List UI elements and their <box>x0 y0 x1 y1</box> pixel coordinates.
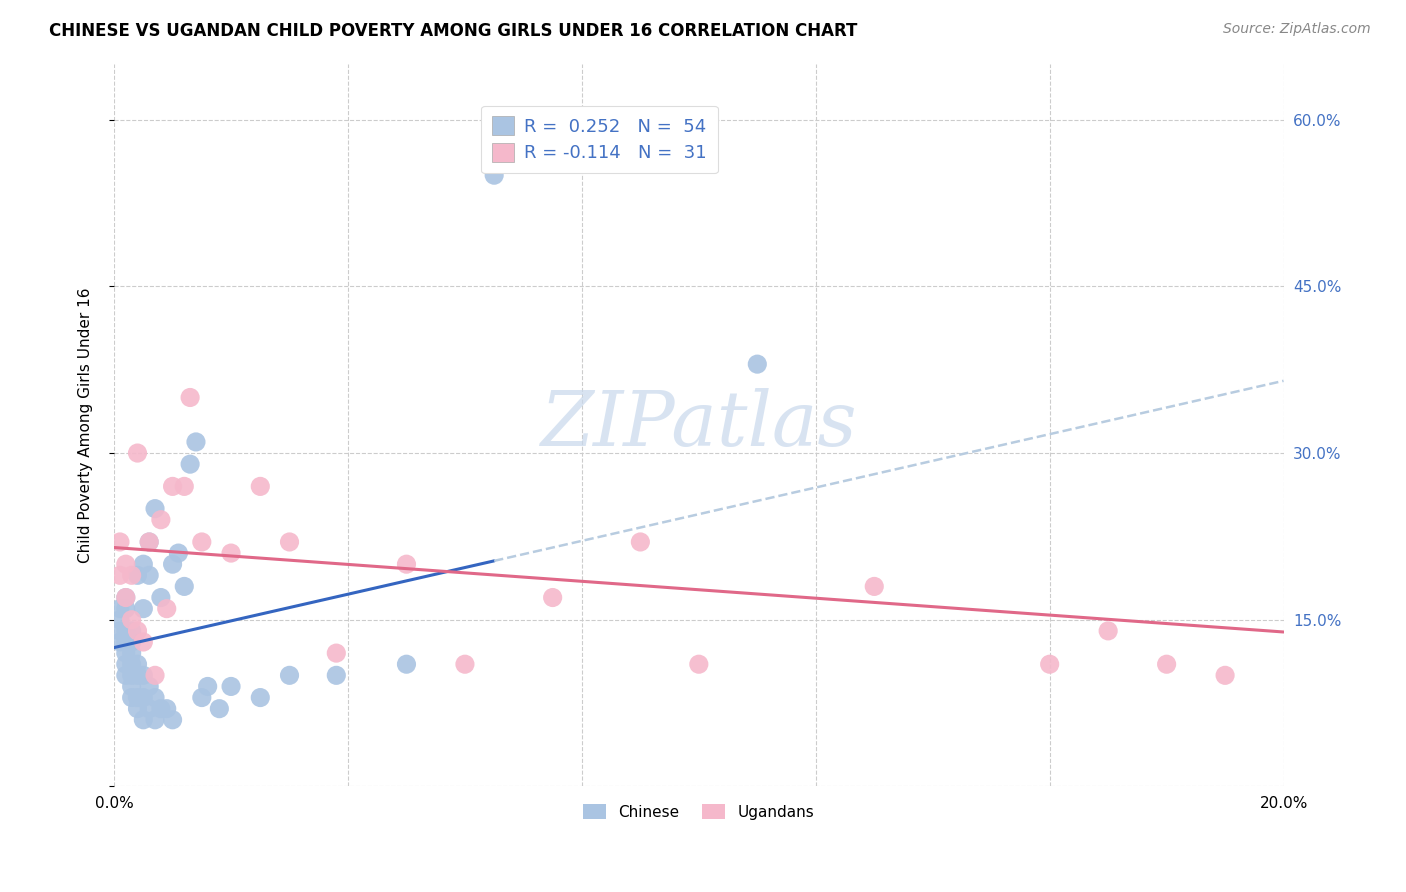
Point <box>162 479 184 493</box>
Point <box>1213 668 1236 682</box>
Point <box>114 668 136 682</box>
Text: Source: ZipAtlas.com: Source: ZipAtlas.com <box>1223 22 1371 37</box>
Point <box>132 558 155 572</box>
Point <box>108 535 131 549</box>
Point <box>114 591 136 605</box>
Point <box>121 568 143 582</box>
Point <box>121 690 143 705</box>
Point <box>127 668 149 682</box>
Point <box>132 713 155 727</box>
Point <box>127 690 149 705</box>
Point <box>249 479 271 493</box>
Point <box>114 591 136 605</box>
Point <box>1039 657 1062 672</box>
Point <box>121 668 143 682</box>
Point <box>325 668 347 682</box>
Point <box>143 668 166 682</box>
Point <box>127 624 149 638</box>
Point <box>454 657 477 672</box>
Point <box>156 601 179 615</box>
Point <box>132 690 155 705</box>
Point <box>162 713 184 727</box>
Point <box>156 701 179 715</box>
Point <box>278 668 301 682</box>
Point <box>688 657 710 672</box>
Point <box>395 558 418 572</box>
Point <box>179 391 201 405</box>
Point <box>121 613 143 627</box>
Point <box>132 668 155 682</box>
Point <box>132 635 155 649</box>
Point <box>114 635 136 649</box>
Point <box>863 579 886 593</box>
Point <box>121 635 143 649</box>
Point <box>143 713 166 727</box>
Point <box>114 657 136 672</box>
Point <box>108 601 131 615</box>
Point <box>1156 657 1178 672</box>
Point <box>114 624 136 638</box>
Point <box>127 568 149 582</box>
Y-axis label: Child Poverty Among Girls Under 16: Child Poverty Among Girls Under 16 <box>79 287 93 563</box>
Point <box>138 535 160 549</box>
Point <box>108 568 131 582</box>
Text: CHINESE VS UGANDAN CHILD POVERTY AMONG GIRLS UNDER 16 CORRELATION CHART: CHINESE VS UGANDAN CHILD POVERTY AMONG G… <box>49 22 858 40</box>
Point <box>132 601 155 615</box>
Point <box>208 701 231 715</box>
Point <box>1097 624 1119 638</box>
Legend: Chinese, Ugandans: Chinese, Ugandans <box>578 797 821 826</box>
Point <box>191 690 214 705</box>
Point <box>179 457 201 471</box>
Point <box>628 535 651 549</box>
Point <box>114 646 136 660</box>
Point <box>149 591 172 605</box>
Point <box>121 657 143 672</box>
Point <box>138 701 160 715</box>
Point <box>149 513 172 527</box>
Point <box>121 680 143 694</box>
Point <box>482 168 505 182</box>
Point <box>138 568 160 582</box>
Point <box>173 579 195 593</box>
Point <box>143 501 166 516</box>
Point <box>108 635 131 649</box>
Point <box>121 646 143 660</box>
Point <box>278 535 301 549</box>
Text: ZIPatlas: ZIPatlas <box>540 388 858 462</box>
Point <box>219 546 242 560</box>
Point <box>138 535 160 549</box>
Point <box>395 657 418 672</box>
Point <box>108 624 131 638</box>
Point <box>167 546 190 560</box>
Point <box>143 690 166 705</box>
Point <box>114 601 136 615</box>
Point <box>127 446 149 460</box>
Point <box>162 558 184 572</box>
Point <box>747 357 769 371</box>
Point <box>127 657 149 672</box>
Point <box>197 680 219 694</box>
Point <box>108 613 131 627</box>
Point <box>127 701 149 715</box>
Point <box>149 701 172 715</box>
Point <box>219 680 242 694</box>
Point <box>325 646 347 660</box>
Point <box>173 479 195 493</box>
Point <box>138 680 160 694</box>
Point <box>121 624 143 638</box>
Point <box>249 690 271 705</box>
Point <box>114 558 136 572</box>
Point <box>191 535 214 549</box>
Point <box>541 591 564 605</box>
Point <box>184 434 207 449</box>
